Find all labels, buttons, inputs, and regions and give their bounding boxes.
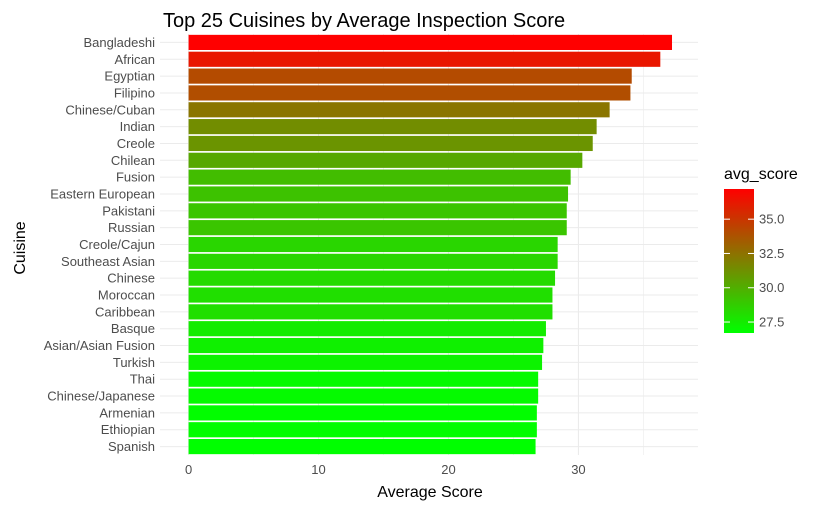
y-tick-label: Southeast Asian [61,254,155,269]
bar [188,169,571,185]
x-tick-label: 0 [185,462,192,477]
y-tick-label: Armenian [99,405,155,420]
bar [188,34,673,50]
y-axis-title: Cuisine [12,221,29,274]
bar [188,270,556,286]
bar [188,337,544,354]
bar [188,119,597,135]
legend-title: avg_score [724,166,798,183]
bar [188,405,537,421]
y-tick-label: Ethiopian [101,422,155,437]
y-tick-label: Bangladeshi [83,35,155,50]
y-tick-label: Chinese/Cuban [65,102,155,117]
bar [188,220,567,236]
bar [188,253,558,269]
y-tick-label: Basque [111,321,155,336]
legend-tick-label: 30.0 [759,280,784,295]
bar [188,388,539,404]
y-tick-label: Asian/Asian Fusion [44,338,155,353]
x-tick-labels: 0 10 20 30 [185,462,586,477]
bar [188,51,661,67]
chart-title: Top 25 Cuisines by Average Inspection Sc… [163,10,565,32]
y-tick-label: Caribbean [95,304,155,319]
bar [188,203,567,219]
bar [188,371,539,387]
y-tick-label: Egyptian [104,69,155,84]
y-tick-label: Filipino [114,85,155,100]
legend-tick-label: 32.5 [759,246,784,261]
y-tick-label: Eastern European [50,186,155,201]
legend-ticks: 27.5 30.0 32.5 35.0 [724,212,784,330]
y-tick-label: Fusion [116,170,155,185]
bar [188,102,610,118]
legend-colorbar [724,189,754,333]
y-tick-label: Creole [117,136,155,151]
y-tick-label: Chilean [111,153,155,168]
bar [188,422,537,438]
bar [188,321,546,337]
bars [188,34,673,455]
y-tick-label: Creole/Cajun [79,237,155,252]
y-tick-label: Moroccan [98,288,155,303]
bar [188,287,553,303]
bar [188,85,631,101]
y-tick-label: African [115,52,155,67]
legend-tick-label: 27.5 [759,315,784,330]
bar [188,68,632,84]
bar [188,236,558,253]
x-tick-label: 10 [311,462,325,477]
y-tick-label: Chinese/Japanese [47,389,155,404]
bar [188,304,553,320]
bar [188,439,536,455]
bar [188,354,543,370]
bar [188,135,593,152]
y-tick-label: Thai [130,372,155,387]
y-tick-label: Pakistani [102,203,155,218]
y-tick-label: Chinese [107,271,155,286]
legend-tick-label: 35.0 [759,212,784,227]
x-axis-title: Average Score [377,484,483,501]
bar [188,152,583,168]
y-tick-label: Indian [120,119,155,134]
bar [188,186,569,202]
x-tick-label: 30 [571,462,585,477]
y-tick-label: Russian [108,220,155,235]
y-tick-label: Turkish [113,355,155,370]
color-legend: avg_score 27.5 30.0 32.5 35.0 [724,166,798,333]
x-tick-label: 20 [441,462,455,477]
y-tick-label: Spanish [108,439,155,454]
